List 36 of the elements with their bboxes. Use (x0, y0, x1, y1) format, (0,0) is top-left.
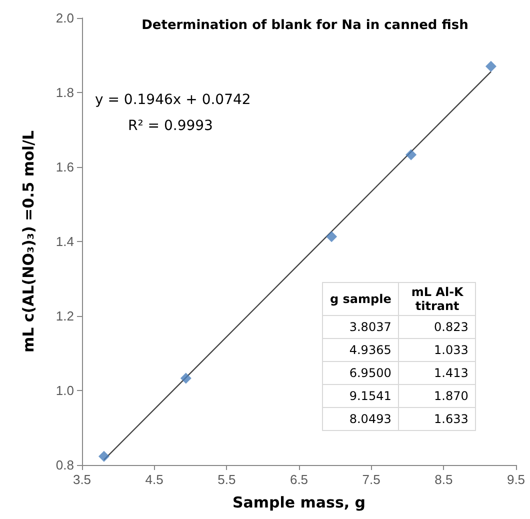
annotation: 9.1541 (322, 384, 399, 408)
x-tick-label: 3.5 (72, 472, 92, 487)
point (485, 60, 496, 72)
annotation: 1.033 (398, 338, 476, 362)
point (180, 372, 192, 384)
annotation: g sample (322, 282, 399, 316)
x-tick-label: 9.5 (506, 472, 526, 487)
annotation: 3.8037 (322, 316, 399, 338)
annotation: 1.413 (398, 362, 476, 384)
x-tick-label: 6.5 (290, 472, 308, 487)
annotation: 1.870 (398, 384, 476, 408)
annotation: mL Al-K titrant (398, 282, 476, 316)
y-tick-label: 0.8 (56, 458, 74, 472)
annotation: y = 0.1946x + 0.0742 (95, 92, 251, 108)
x-tick-label: 5.5 (218, 472, 236, 487)
x-axis-title: Sample mass, g (232, 494, 366, 512)
point (98, 450, 110, 462)
annotation: 8.0493 (322, 408, 399, 430)
x-tick-label: 7.5 (362, 472, 380, 487)
y-tick-label: 1.6 (56, 160, 74, 174)
y-tick-label: 2.0 (56, 10, 74, 26)
x-tick-label: 8.5 (434, 472, 453, 487)
x-tick-label: 4.5 (145, 472, 164, 487)
y-axis-title: mL c(AL(NO₃)₃) =0.5 mol/L (20, 130, 38, 353)
annotation: 1.633 (398, 408, 476, 430)
annotation: 6.9500 (322, 362, 399, 384)
y-tick-label: 1.8 (56, 85, 74, 100)
annotation: R² = 0.9993 (128, 118, 213, 134)
point (406, 149, 417, 160)
annotation: 4.9365 (322, 338, 399, 362)
y-tick-label: 1.2 (56, 308, 74, 324)
point (326, 231, 338, 242)
y-tick-label: 1.0 (56, 383, 74, 398)
y-tick-label: 1.4 (56, 234, 74, 249)
chart-title: Determination of blank for Na in canned fish (142, 18, 468, 33)
annotation: 0.823 (398, 316, 476, 338)
